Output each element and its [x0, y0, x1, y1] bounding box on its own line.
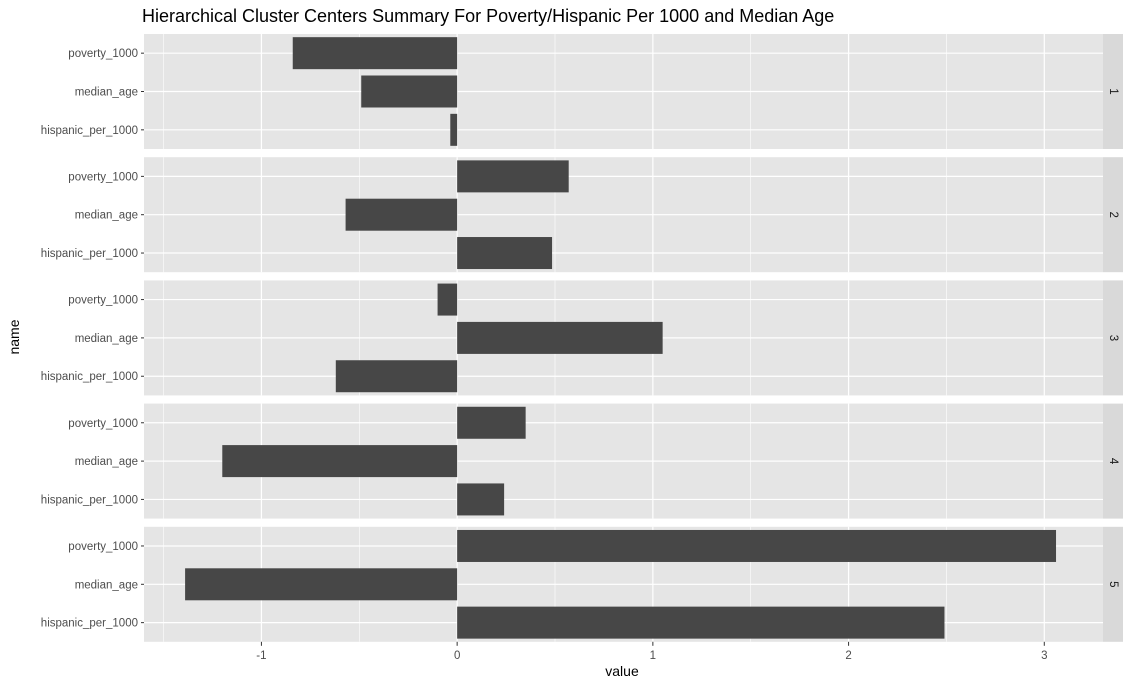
- y-tick-label: poverty_1000: [68, 171, 138, 183]
- facet-panel-3: poverty_1000 median_age hispanic_per_1000 3: [41, 280, 1123, 396]
- x-axis-title: value: [605, 663, 639, 679]
- bar-4-hispanic_per_1000: [457, 483, 505, 516]
- facet-strip: [1103, 403, 1123, 519]
- bar-3-poverty_1000: [437, 283, 458, 316]
- facet-panel-5: poverty_1000 median_age hispanic_per_1000 5: [41, 526, 1123, 642]
- facet-strip-label: 3: [1107, 335, 1119, 341]
- bar-1-median_age: [361, 75, 458, 108]
- y-tick-label: poverty_1000: [68, 48, 138, 60]
- y-tick-label: hispanic_per_1000: [41, 618, 138, 630]
- bar-4-median_age: [222, 445, 458, 478]
- chart-title: Hierarchical Cluster Centers Summary For…: [142, 6, 834, 26]
- facet-panels: poverty_1000 median_age hispanic_per_1000 1…: [41, 34, 1123, 642]
- facet-strip-label: 4: [1107, 458, 1119, 465]
- x-tick-label: 0: [454, 650, 460, 662]
- x-tick-label: 1: [650, 650, 656, 662]
- y-tick-label: median_age: [75, 333, 138, 345]
- bar-5-hispanic_per_1000: [457, 606, 945, 639]
- facet-strip: [1103, 526, 1123, 642]
- x-axis: -1 0 1 2 3: [256, 641, 1047, 662]
- y-tick-label: poverty_1000: [68, 295, 138, 307]
- y-tick-label: poverty_1000: [68, 418, 138, 430]
- bar-5-median_age: [185, 568, 458, 601]
- y-axis-title: name: [6, 319, 22, 354]
- facet-strip: [1103, 34, 1123, 149]
- facet-strip: [1103, 280, 1123, 396]
- y-tick-label: hispanic_per_1000: [41, 494, 138, 506]
- bar-4-poverty_1000: [457, 406, 526, 439]
- y-tick-label: hispanic_per_1000: [41, 371, 138, 383]
- y-tick-label: median_age: [75, 87, 138, 99]
- bar-5-poverty_1000: [457, 529, 1057, 562]
- y-tick-label: poverty_1000: [68, 541, 138, 553]
- y-tick-label: median_age: [75, 210, 138, 222]
- bar-2-hispanic_per_1000: [457, 237, 553, 270]
- bar-3-median_age: [457, 321, 663, 354]
- bar-2-median_age: [345, 198, 458, 231]
- facet-strip: [1103, 157, 1123, 273]
- x-tick-label: -1: [256, 650, 266, 662]
- bar-3-hispanic_per_1000: [335, 360, 458, 393]
- y-tick-label: median_age: [75, 579, 138, 591]
- y-tick-label: hispanic_per_1000: [41, 125, 138, 137]
- x-tick-label: 2: [845, 650, 851, 662]
- y-tick-label: hispanic_per_1000: [41, 248, 138, 260]
- y-tick-label: median_age: [75, 456, 138, 468]
- facet-strip-label: 2: [1107, 211, 1119, 217]
- bar-2-poverty_1000: [457, 160, 569, 193]
- x-tick-label: 3: [1041, 650, 1047, 662]
- facet-strip-label: 5: [1107, 581, 1119, 587]
- bar-1-hispanic_per_1000: [450, 113, 458, 146]
- facet-panel-4: poverty_1000 median_age hispanic_per_1000 4: [41, 403, 1123, 519]
- facet-strip-label: 1: [1107, 88, 1119, 94]
- facet-panel-1: poverty_1000 median_age hispanic_per_1000 1: [41, 34, 1123, 149]
- facet-panel-2: poverty_1000 median_age hispanic_per_1000 2: [41, 157, 1123, 273]
- bar-1-poverty_1000: [292, 37, 458, 70]
